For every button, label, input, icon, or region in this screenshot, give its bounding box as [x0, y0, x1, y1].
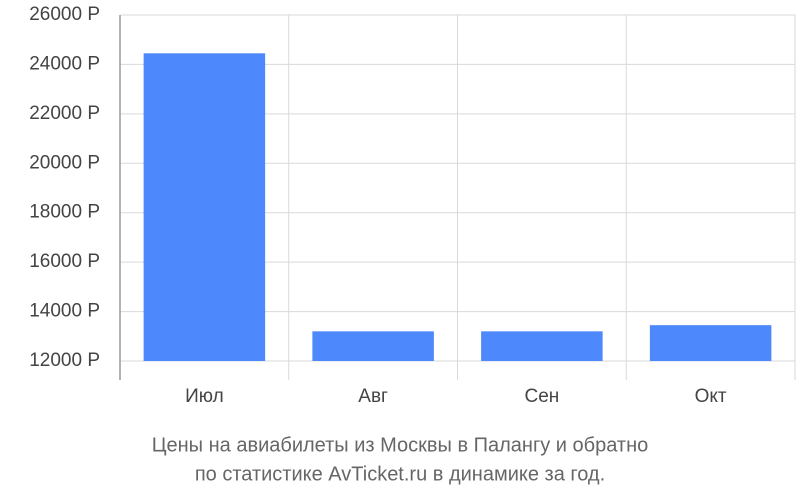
x-tick-label: Авг	[358, 386, 388, 407]
x-tick-label: Окт	[695, 386, 727, 407]
chart-title: по статистике AvTicket.ru в динамике за …	[195, 463, 605, 485]
y-tick-label: 22000 Р	[29, 103, 100, 124]
y-tick-label: 26000 Р	[29, 4, 100, 25]
y-tick-label: 16000 Р	[29, 251, 100, 272]
y-tick-label: 24000 Р	[29, 53, 100, 74]
x-tick-label: Сен	[524, 386, 559, 407]
x-tick-label: Июл	[185, 386, 224, 407]
chart-title: Цены на авиабилеты из Москвы в Палангу и…	[152, 434, 649, 456]
y-tick-label: 18000 Р	[29, 202, 100, 223]
bar	[481, 331, 603, 361]
bar	[312, 331, 434, 361]
bar	[649, 325, 772, 361]
y-tick-label: 14000 Р	[29, 301, 100, 322]
y-tick-label: 20000 Р	[29, 152, 100, 173]
y-tick-label: 12000 Р	[29, 350, 100, 371]
bar	[143, 53, 266, 362]
